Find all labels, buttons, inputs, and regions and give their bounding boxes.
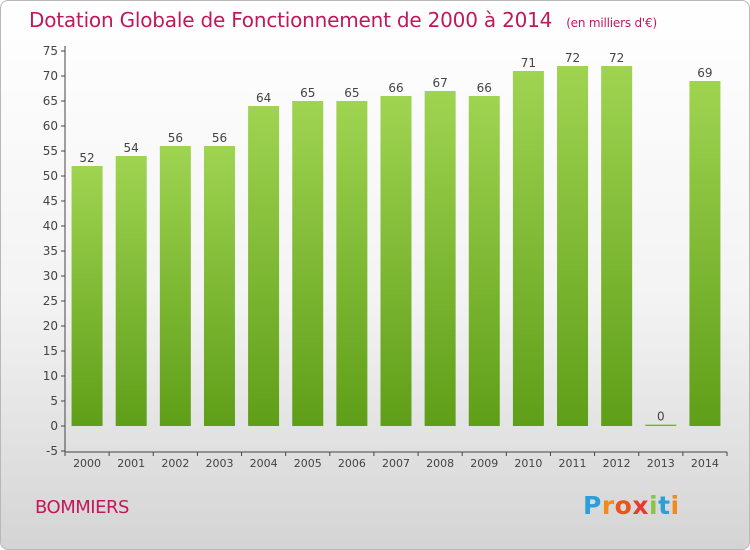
data-label-2001: 54	[124, 141, 139, 155]
x-tick-label-2012: 2012	[603, 457, 631, 470]
y-tick-label: 20	[43, 319, 58, 333]
bar-2011	[557, 66, 589, 426]
x-tick-label-2013: 2013	[647, 457, 675, 470]
bar-2003	[203, 146, 235, 426]
y-tick-label: 30	[43, 269, 58, 283]
y-tick-label: 25	[43, 294, 58, 308]
data-label-2012: 72	[609, 51, 624, 65]
y-tick-label: 70	[43, 69, 58, 83]
bar-2002	[159, 146, 191, 426]
bar-2009	[468, 96, 500, 426]
data-label-2014: 69	[697, 66, 712, 80]
data-label-2008: 67	[432, 76, 447, 90]
proxiti-logo: Proxiti	[583, 491, 680, 520]
logo-letter: P	[583, 491, 602, 520]
y-tick-label: 40	[43, 219, 58, 233]
bar-2008	[424, 91, 456, 426]
x-tick-label-2001: 2001	[117, 457, 145, 470]
x-tick-label-2007: 2007	[382, 457, 410, 470]
y-tick-label: 50	[43, 169, 58, 183]
logo-letter: i	[649, 491, 659, 520]
y-tick-label: 45	[43, 194, 58, 208]
bar-2006	[336, 101, 368, 426]
x-tick-label-2014: 2014	[691, 457, 719, 470]
data-label-2004: 64	[256, 91, 271, 105]
x-tick-label-2004: 2004	[250, 457, 278, 470]
data-label-2010: 71	[521, 56, 536, 70]
logo-letter: t	[658, 491, 671, 520]
data-label-2006: 65	[344, 86, 359, 100]
data-label-2011: 72	[565, 51, 580, 65]
y-tick-label: 65	[43, 94, 58, 108]
y-tick-label: 35	[43, 244, 58, 258]
x-tick-label-2006: 2006	[338, 457, 366, 470]
x-tick-label-2008: 2008	[426, 457, 454, 470]
y-tick-label: -5	[46, 444, 58, 458]
x-tick-label-2002: 2002	[161, 457, 189, 470]
bar-2004	[248, 106, 280, 426]
bar-2005	[292, 101, 324, 426]
data-label-2013: 0	[657, 410, 665, 424]
bar-2014	[689, 81, 721, 426]
y-tick-label: 0	[50, 419, 58, 433]
x-tick-label-2011: 2011	[559, 457, 587, 470]
place-name: BOMMIERS	[35, 497, 129, 518]
data-label-2009: 66	[477, 81, 492, 95]
bar-2000	[71, 166, 103, 426]
y-tick-label: 5	[50, 394, 58, 408]
x-tick-label-2005: 2005	[294, 457, 322, 470]
x-tick-label-2003: 2003	[205, 457, 233, 470]
data-label-2000: 52	[79, 151, 94, 165]
bar-2007	[380, 96, 412, 426]
chart-title-text: Dotation Globale de Fonctionnement de 20…	[29, 8, 553, 32]
bar-2001	[115, 156, 147, 426]
y-tick-label: 75	[43, 44, 58, 58]
x-tick-label-2009: 2009	[470, 457, 498, 470]
y-tick-label: 60	[43, 119, 58, 133]
logo-letter: o	[614, 491, 633, 520]
bar-2010	[512, 71, 544, 426]
chart-title: Dotation Globale de Fonctionnement de 20…	[29, 8, 657, 32]
data-label-2003: 56	[212, 131, 227, 145]
data-label-2005: 65	[300, 86, 315, 100]
y-tick-label: 55	[43, 144, 58, 158]
bar-2012	[601, 66, 633, 426]
data-label-2002: 56	[168, 131, 183, 145]
unit-note: (en milliers d'€)	[566, 16, 657, 30]
logo-letter: r	[601, 491, 615, 520]
logo-letter: i	[670, 491, 680, 520]
bar-2013	[645, 424, 677, 426]
y-tick-label: 10	[43, 369, 58, 383]
y-tick-label: 15	[43, 344, 58, 358]
x-tick-label-2000: 2000	[73, 457, 101, 470]
x-tick-label-2010: 2010	[514, 457, 542, 470]
logo-letter: x	[632, 491, 649, 520]
data-label-2007: 66	[388, 81, 403, 95]
